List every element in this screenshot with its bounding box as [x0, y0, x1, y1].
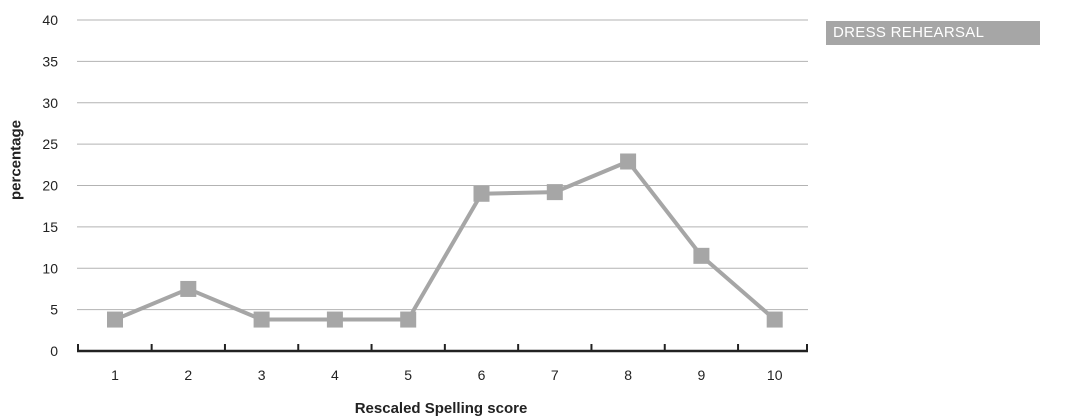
x-tick-label: 6 — [478, 367, 486, 383]
y-tick-label: 20 — [42, 178, 58, 194]
y-tick-label: 0 — [50, 343, 58, 359]
y-tick-label: 25 — [42, 136, 58, 152]
y-tick-label: 5 — [50, 302, 58, 318]
data-point-marker — [400, 311, 417, 328]
data-point-marker — [473, 185, 490, 202]
data-point-marker — [326, 311, 343, 328]
x-axis: 1 2 3 4 5 6 7 8 9 10 — [77, 344, 808, 383]
series-line — [114, 159, 777, 322]
gridlines — [77, 19, 808, 311]
x-tick-label: 8 — [624, 367, 632, 383]
data-point-marker — [107, 311, 123, 328]
y-tick-label: 15 — [42, 219, 58, 235]
x-tick-label: 5 — [404, 367, 412, 383]
y-axis-label: percentage — [7, 119, 25, 201]
x-tick-label: 1 — [111, 367, 119, 383]
y-axis-ticks: 0 5 10 15 20 25 30 35 40 — [42, 12, 58, 359]
data-point-marker — [546, 184, 563, 201]
y-tick-label: 40 — [42, 12, 58, 28]
x-tick-label: 3 — [258, 367, 266, 383]
data-point-marker — [693, 247, 710, 264]
x-tick-label: 4 — [331, 367, 339, 383]
data-point-marker — [253, 311, 270, 328]
data-point-marker — [180, 280, 197, 297]
series-dress-rehearsal — [107, 153, 783, 328]
x-tick-label: 9 — [698, 367, 706, 383]
data-point-marker — [766, 311, 783, 328]
x-tick-label: 2 — [184, 367, 192, 383]
data-point-marker — [620, 153, 637, 170]
x-tick-label: 10 — [767, 367, 783, 383]
y-tick-label: 35 — [42, 53, 58, 69]
x-axis-label: Rescaled Spelling score — [354, 400, 528, 417]
y-tick-label: 30 — [42, 95, 58, 111]
y-tick-label: 10 — [42, 260, 58, 276]
x-tick-label: 7 — [551, 367, 559, 383]
legend-series-label: DRESS REHEARSAL — [826, 21, 1040, 45]
